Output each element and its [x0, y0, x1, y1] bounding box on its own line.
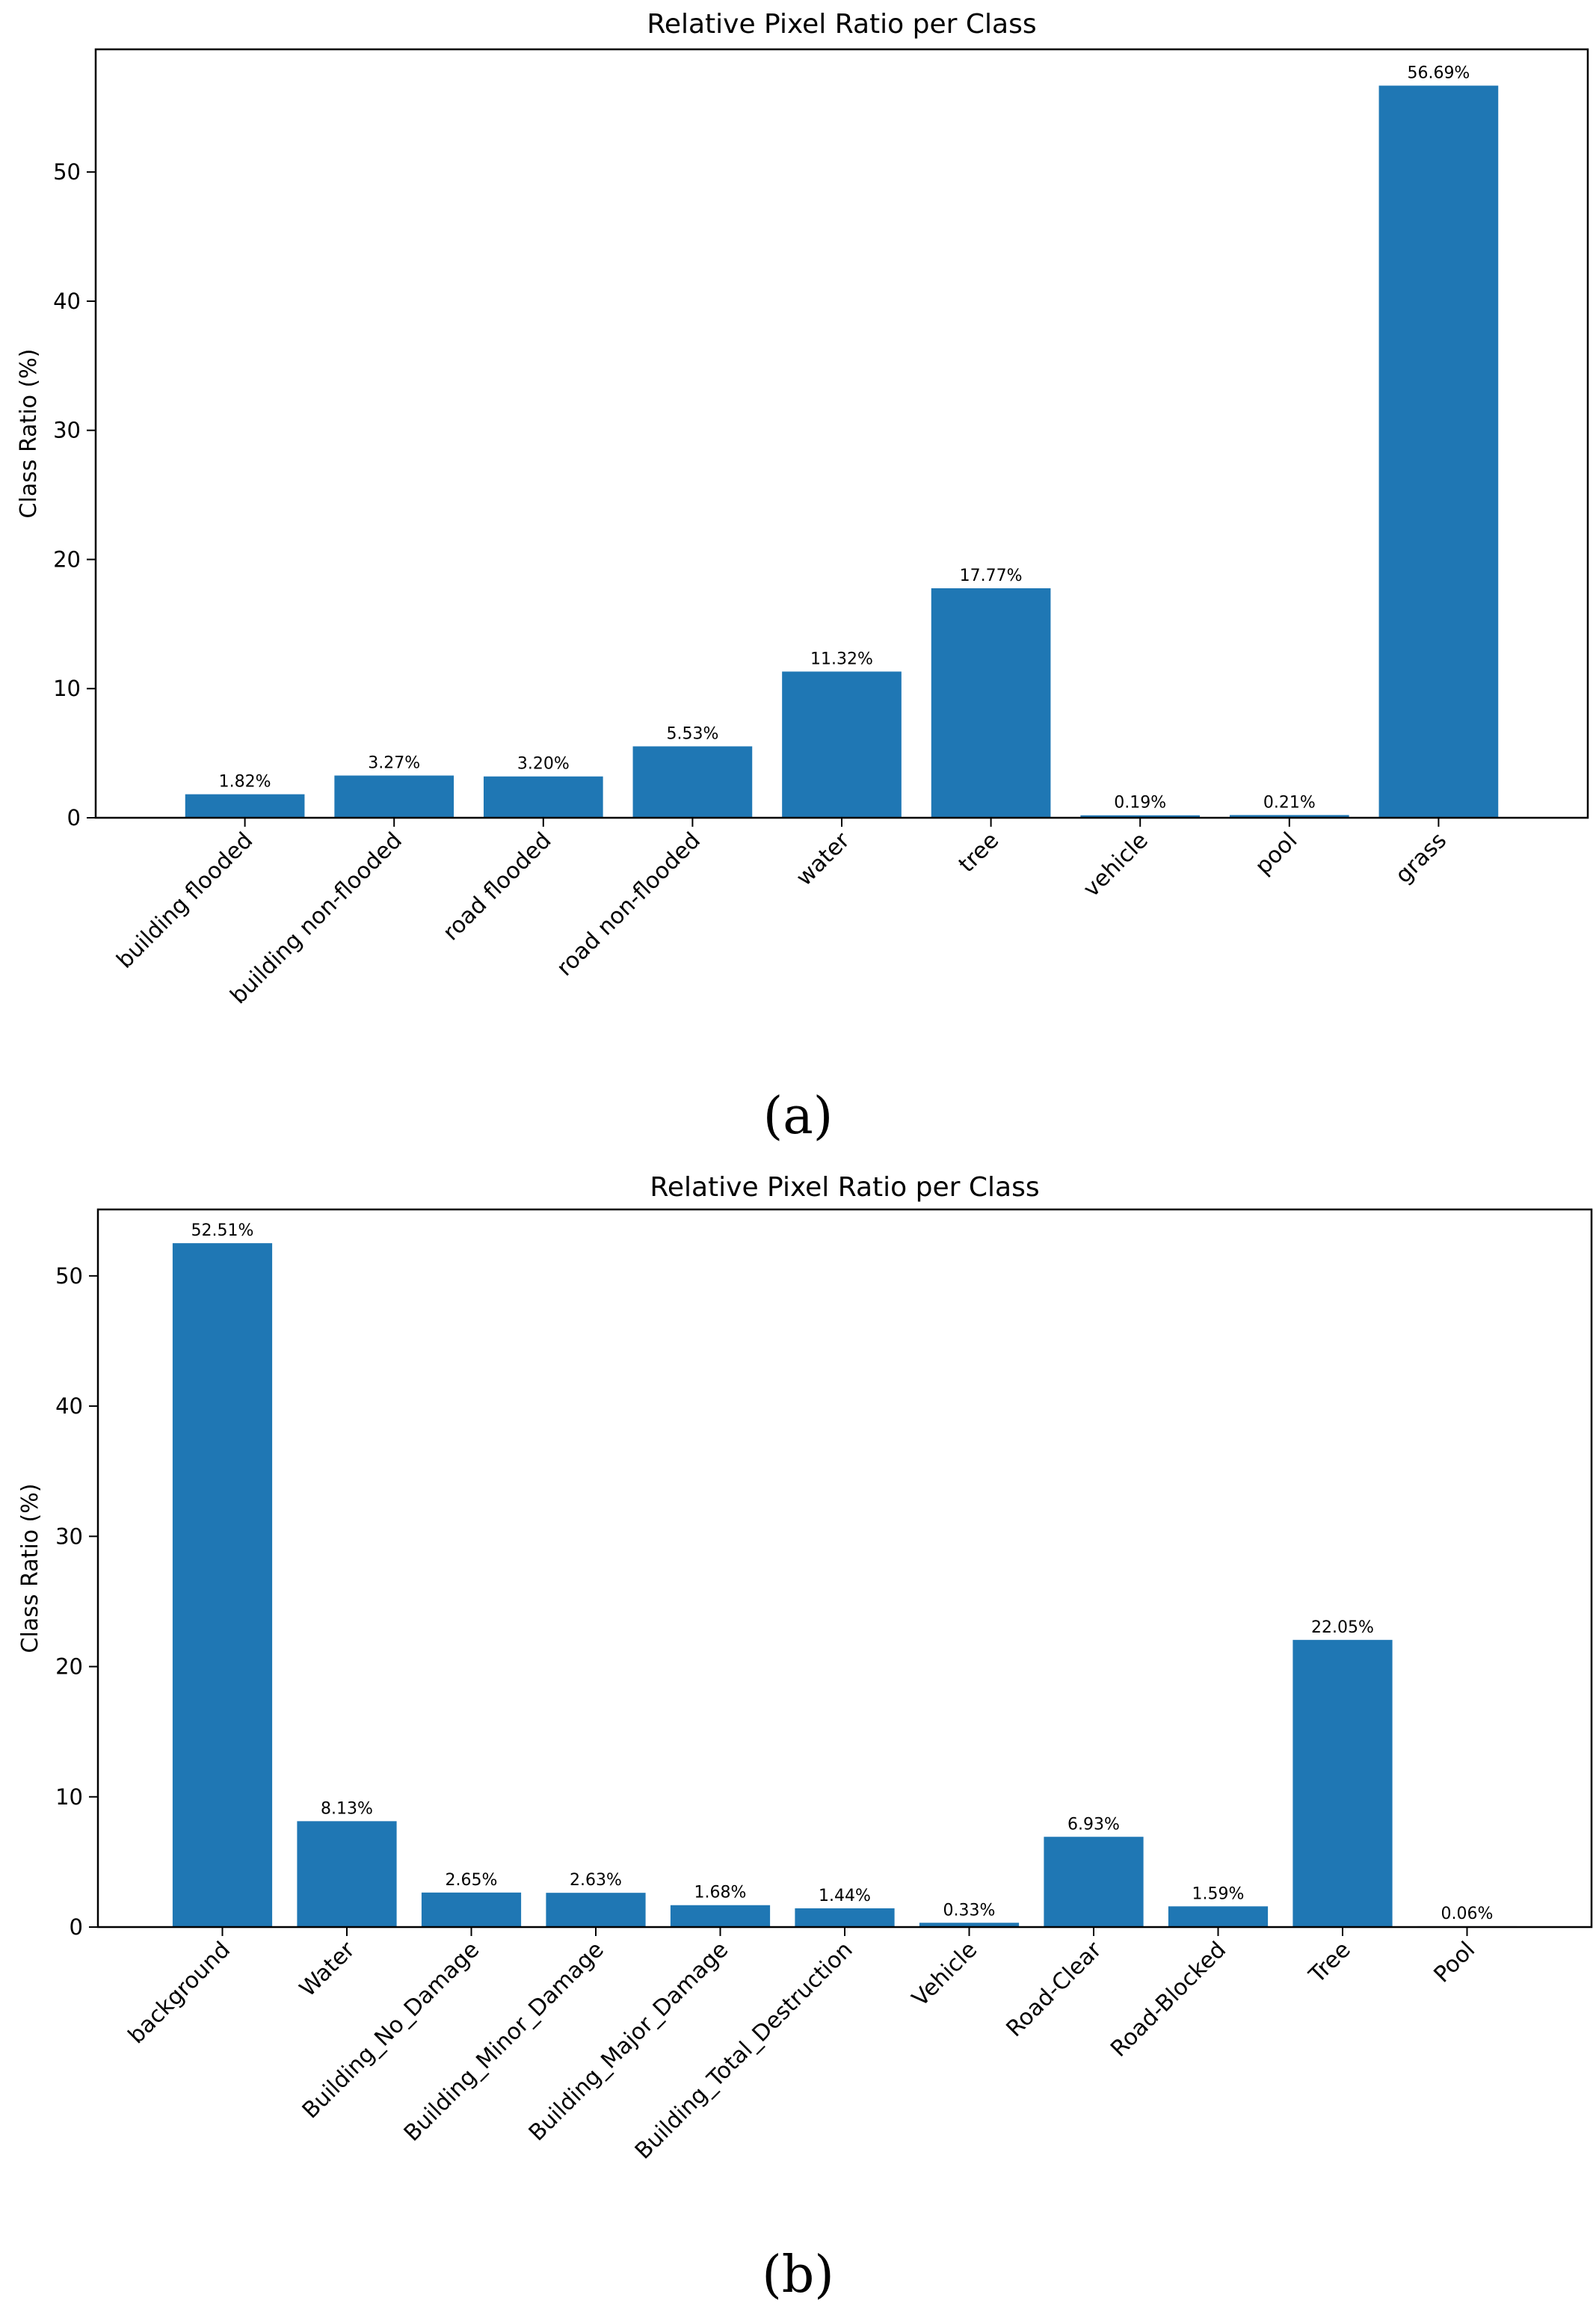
bar-3 [546, 1893, 646, 1927]
x-tick-label-2: road flooded [438, 827, 556, 946]
data-label-8: 56.69% [1407, 64, 1470, 83]
x-tick-label-6: Vehicle [908, 1937, 983, 2012]
data-label-6: 0.33% [943, 1901, 996, 1920]
plot-frame [94, 48, 1589, 819]
bar-6 [919, 1923, 1020, 1927]
chart-b: Relative Pixel Ratio per Class Class Rati… [17, 1172, 1593, 2165]
x-tick-label-9: Tree [1304, 1937, 1356, 1989]
bar-2 [421, 1892, 522, 1927]
data-label-4: 1.68% [694, 1884, 747, 1902]
y-tick-label-0: 0 [67, 805, 81, 830]
x-tick-label-7: Road-Clear [1002, 1936, 1108, 2042]
y-tick-label-0: 0 [70, 1914, 83, 1940]
y-axis-label: Class Ratio (%) [16, 349, 42, 519]
data-label-3: 5.53% [666, 724, 718, 743]
chart-a: Relative Pixel Ratio per Class Class Rati… [16, 9, 1589, 1009]
panel-label-a: (a) [762, 1087, 834, 1146]
data-label-1: 3.27% [368, 754, 420, 773]
data-label-0: 52.51% [191, 1221, 254, 1240]
x-tick-label-8: Road-Blocked [1106, 1937, 1231, 2062]
bar-6 [1080, 815, 1201, 818]
x-tick-label-1: Water [295, 1936, 360, 2002]
y-tick-label-4: 40 [55, 1393, 83, 1419]
bar-3 [632, 746, 753, 818]
chart-title: Relative Pixel Ratio per Class [650, 1172, 1039, 1203]
x-tick-label-0: building flooded [111, 827, 258, 974]
data-label-9: 22.05% [1311, 1618, 1374, 1637]
y-tick-label-1: 10 [53, 676, 81, 701]
x-tick-label-7: pool [1250, 827, 1302, 880]
data-label-0: 1.82% [219, 773, 271, 792]
bar-2 [483, 776, 603, 818]
x-tick-label-3: road non-flooded [552, 827, 706, 981]
data-label-5: 1.44% [819, 1887, 871, 1905]
data-label-4: 11.32% [810, 650, 873, 668]
panel-label-b: (b) [762, 2245, 834, 2305]
bar-4 [670, 1905, 771, 1927]
data-label-2: 2.65% [446, 1871, 498, 1890]
bar-7 [1044, 1837, 1144, 1927]
x-tick-label-1: building non-flooded [226, 827, 407, 1009]
bar-5 [795, 1908, 895, 1927]
x-tick-label-4: Building_Major_Damage [524, 1937, 733, 2146]
y-tick-label-3: 30 [55, 1523, 83, 1549]
y-tick-label-5: 50 [55, 1263, 83, 1289]
bar-5 [931, 588, 1051, 818]
bar-1 [297, 1821, 397, 1927]
data-label-2: 3.20% [517, 755, 570, 774]
bar-0 [185, 794, 305, 818]
data-label-6: 0.19% [1114, 794, 1166, 813]
data-label-7: 6.93% [1067, 1815, 1120, 1834]
y-tick-label-2: 20 [53, 546, 81, 572]
y-tick-label-5: 50 [53, 159, 81, 185]
bar-1 [334, 775, 455, 818]
plot-frame [96, 1208, 1593, 1929]
y-tick-label-4: 40 [53, 289, 81, 314]
x-tick-label-3: Building_Minor_Damage [399, 1937, 609, 2147]
bar-8 [1168, 1906, 1269, 1927]
data-label-5: 17.77% [960, 567, 1023, 585]
x-tick-label-10: Pool [1429, 1937, 1481, 1988]
data-label-7: 0.21% [1263, 793, 1316, 812]
data-label-1: 8.13% [321, 1799, 373, 1818]
x-tick-label-6: vehicle [1079, 827, 1153, 902]
data-label-3: 2.63% [570, 1871, 622, 1890]
y-tick-label-3: 30 [53, 418, 81, 443]
y-tick-label-2: 20 [55, 1654, 83, 1680]
x-tick-label-8: grass [1390, 827, 1452, 889]
bar-8 [1378, 85, 1499, 818]
bar-4 [782, 671, 902, 818]
x-tick-label-4: water [791, 827, 855, 891]
bar-0 [172, 1243, 273, 1927]
x-tick-label-5: tree [954, 827, 1004, 878]
data-label-10: 0.06% [1441, 1905, 1494, 1923]
x-tick-label-5: Building_Total_Destruction [630, 1937, 858, 2165]
y-tick-label-1: 10 [55, 1784, 83, 1810]
bar-7 [1229, 815, 1349, 818]
data-label-8: 1.59% [1192, 1884, 1245, 1903]
x-tick-label-0: background [123, 1937, 235, 2049]
bar-9 [1292, 1639, 1393, 1927]
chart-title: Relative Pixel Ratio per Class [647, 9, 1036, 40]
y-axis-label: Class Ratio (%) [17, 1484, 43, 1653]
